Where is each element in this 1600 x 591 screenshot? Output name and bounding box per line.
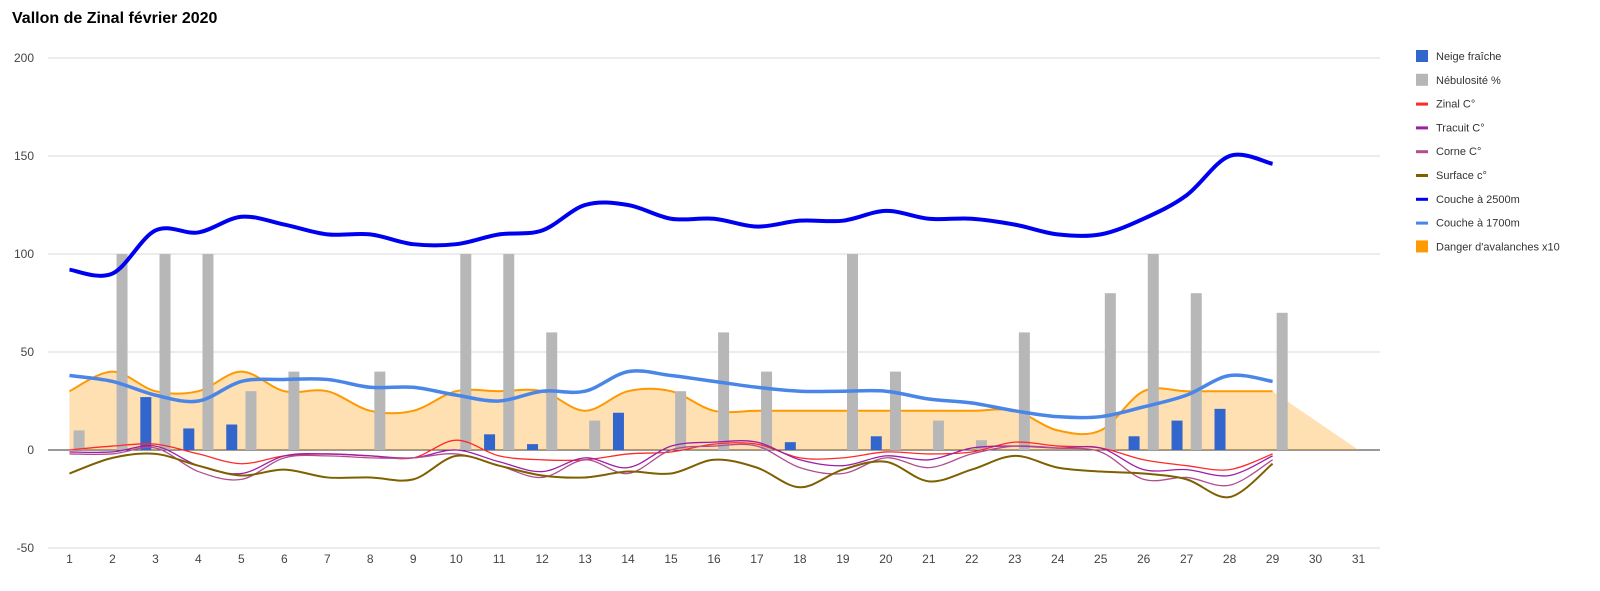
neige-fraiche-bar [1214,408,1226,450]
nebulosite-bar [460,254,472,450]
x-tick-label: 3 [152,552,159,566]
x-tick-label: 13 [578,552,592,566]
legend-label: Danger d'avalanches x10 [1436,241,1560,253]
nebulosite-bar [932,420,944,450]
tracuit-c-legend-swatch [1416,126,1428,130]
neige-fraiche-bar [612,412,624,450]
nebulosite-legend-swatch [1416,73,1428,86]
nebulosite-bar [975,440,987,450]
legend-label: Couche à 2500m [1436,194,1520,206]
x-tick-label: 1 [66,552,73,566]
nebulosite-bar [202,254,214,450]
x-tick-label: 7 [324,552,331,566]
x-tick-label: 15 [664,552,678,566]
legend-label: Nébulosité % [1436,75,1501,87]
nebulosite-bar [1104,293,1116,450]
danger-d-avalanches-x10-legend-swatch [1416,240,1428,253]
legend-label: Tracuit C° [1436,122,1485,134]
x-tick-label: 14 [621,552,635,566]
x-tick-label: 10 [450,552,464,566]
x-tick-label: 2 [109,552,116,566]
x-tick-label: 16 [707,552,721,566]
x-tick-label: 6 [281,552,288,566]
y-tick-label: 50 [21,345,35,359]
legend-label: Zinal C° [1436,99,1475,111]
y-tick-label: -50 [17,541,35,555]
neige-fraiche-legend-swatch [1416,50,1428,62]
nebulosite-bar [1276,312,1288,450]
x-tick-label: 22 [965,552,979,566]
x-tick-label: 27 [1180,552,1194,566]
neige-fraiche-bar [140,397,152,450]
legend-label: Couche à 1700m [1436,218,1520,230]
nebulosite-bar [1190,293,1202,450]
x-tick-label: 12 [535,552,549,566]
y-tick-label: 150 [14,149,34,163]
x-tick-label: 26 [1137,552,1151,566]
y-tick-label: 100 [14,247,34,261]
zinal-c-legend-swatch [1416,102,1428,106]
nebulosite-bar [889,371,901,450]
nebulosite-bar [718,332,730,450]
tracuit-c-line [69,440,1273,477]
x-tick-label: 28 [1223,552,1237,566]
nebulosite-bar [159,254,171,450]
nebulosite-bar [675,391,687,450]
neige-fraiche-bar [784,442,796,450]
neige-fraiche-bar [484,434,496,450]
x-tick-label: 4 [195,552,202,566]
x-tick-label: 19 [836,552,850,566]
nebulosite-bar [73,430,85,450]
x-tick-label: 25 [1094,552,1108,566]
nebulosite-bar [288,371,300,450]
x-tick-label: 18 [793,552,807,566]
nebulosite-bar [116,254,128,450]
nebulosite-bar [503,254,515,450]
x-tick-label: 20 [879,552,893,566]
nebulosite-bar [589,420,601,450]
nebulosite-bar [847,254,859,450]
legend-label: Surface c° [1436,170,1487,182]
zinal-c-line [69,439,1273,471]
x-tick-label: 8 [367,552,374,566]
danger-d-avalanches-x10-line [69,370,1273,436]
couche-a-2500m-legend-swatch [1416,197,1428,201]
x-tick-label: 30 [1309,552,1323,566]
x-tick-label: 9 [410,552,417,566]
x-tick-label: 11 [493,552,506,566]
x-tick-label: 21 [922,552,936,566]
nebulosite-bar [374,371,386,450]
x-tick-label: 17 [750,552,764,566]
neige-fraiche-bar [183,428,195,450]
couche-a-1700m-legend-swatch [1416,221,1428,225]
surface-c-line [69,452,1274,499]
x-tick-label: 24 [1051,552,1065,566]
legend-label: Corne C° [1436,146,1481,158]
neige-fraiche-bar [527,444,539,450]
y-tick-label: 0 [27,443,34,457]
nebulosite-bar [1018,332,1030,450]
corne-c-line [69,443,1273,487]
surface-c-legend-swatch [1416,174,1428,177]
neige-fraiche-bar [1128,436,1140,450]
x-tick-label: 5 [238,552,245,566]
nebulosite-bar [761,371,773,450]
neige-fraiche-bar [226,424,238,450]
x-tick-label: 31 [1352,552,1366,566]
x-tick-label: 23 [1008,552,1022,566]
couche-a-2500m-line [69,152,1274,278]
nebulosite-bar [245,391,257,450]
chart-title: Vallon de Zinal février 2020 [12,10,218,27]
y-tick-label: 200 [14,51,34,65]
neige-fraiche-bar [1171,420,1183,450]
x-tick-label: 29 [1266,552,1280,566]
legend-label: Neige fraîche [1436,51,1501,63]
neige-fraiche-bar [870,436,882,450]
couche-a-1700m-line [69,369,1273,420]
nebulosite-bar [1147,254,1159,450]
corne-c-legend-swatch [1416,150,1428,154]
